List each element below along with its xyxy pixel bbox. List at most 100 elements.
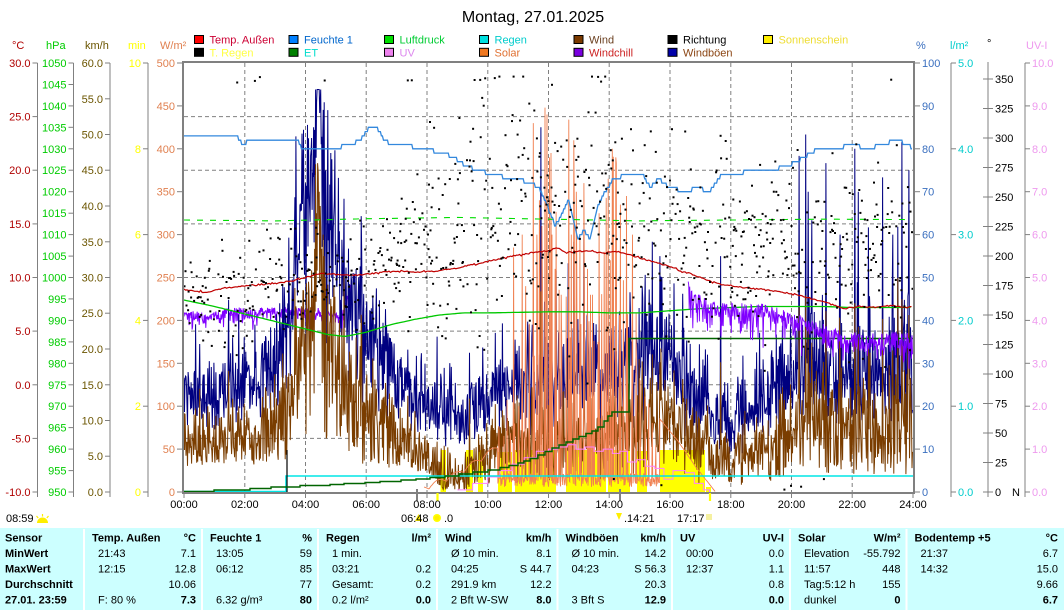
svg-text:85: 85 — [300, 564, 312, 576]
svg-text:100: 100 — [922, 58, 940, 70]
svg-text:14:00: 14:00 — [595, 499, 623, 511]
svg-text:0.2 l/m²: 0.2 l/m² — [332, 595, 369, 607]
svg-text:°: ° — [987, 38, 991, 50]
svg-text:10.0: 10.0 — [82, 416, 103, 428]
svg-text:955: 955 — [48, 466, 66, 478]
svg-text:Wind: Wind — [589, 35, 614, 47]
svg-text:50: 50 — [163, 444, 175, 456]
svg-text:250: 250 — [157, 273, 175, 285]
svg-text:200: 200 — [995, 251, 1013, 263]
svg-text:80: 80 — [922, 144, 934, 156]
svg-text:1000: 1000 — [42, 273, 66, 285]
svg-text:1010: 1010 — [42, 230, 66, 242]
svg-text:-5.0: -5.0 — [12, 433, 31, 445]
svg-text:55.0: 55.0 — [82, 94, 103, 106]
svg-text:Windböen: Windböen — [566, 533, 619, 545]
svg-text:3 Bft S: 3 Bft S — [572, 595, 605, 607]
svg-text:275: 275 — [995, 163, 1013, 175]
svg-text:13:05: 13:05 — [216, 548, 244, 560]
svg-text:1.0: 1.0 — [1032, 444, 1047, 456]
svg-text:S 44.7: S 44.7 — [520, 564, 552, 576]
svg-text:77: 77 — [300, 579, 312, 591]
svg-text:17:17: 17:17 — [677, 513, 705, 525]
svg-text:km/h: km/h — [85, 40, 109, 52]
svg-text:-10.0: -10.0 — [5, 487, 30, 499]
svg-text:2 Bft W-SW: 2 Bft W-SW — [451, 595, 509, 607]
svg-text:250: 250 — [995, 192, 1013, 204]
svg-text:°C: °C — [184, 533, 196, 545]
svg-text:Windböen: Windböen — [683, 47, 733, 59]
svg-text:0.0: 0.0 — [1032, 487, 1047, 499]
svg-text:9.0: 9.0 — [1032, 101, 1047, 113]
svg-text:965: 965 — [48, 423, 66, 435]
svg-text:0.0: 0.0 — [769, 548, 784, 560]
svg-text:0.0: 0.0 — [769, 595, 784, 607]
svg-text:14:32: 14:32 — [921, 564, 949, 576]
svg-text:T. Regen: T. Regen — [210, 47, 254, 59]
svg-text:°C: °C — [1046, 533, 1058, 545]
svg-text:30.0: 30.0 — [82, 273, 103, 285]
svg-text:0.2: 0.2 — [416, 564, 431, 576]
svg-text:5.0: 5.0 — [1032, 273, 1047, 285]
svg-text:50: 50 — [995, 428, 1007, 440]
svg-text:Temp. Außen: Temp. Außen — [210, 35, 275, 47]
svg-text:1040: 1040 — [42, 101, 66, 113]
svg-text:S 56.3: S 56.3 — [634, 564, 666, 576]
svg-text:%: % — [302, 533, 312, 545]
svg-text:Solar: Solar — [798, 533, 826, 545]
svg-text:0.0: 0.0 — [958, 487, 973, 499]
svg-text:350: 350 — [995, 74, 1013, 86]
svg-text:6.32 g/m³: 6.32 g/m³ — [216, 595, 263, 607]
svg-text:Durchschnitt: Durchschnitt — [5, 579, 73, 591]
svg-text:.0: .0 — [444, 513, 453, 525]
svg-text:60: 60 — [922, 230, 934, 242]
svg-text:0.2: 0.2 — [416, 579, 431, 591]
svg-text:03:21: 03:21 — [332, 564, 360, 576]
svg-text:0.0: 0.0 — [15, 380, 30, 392]
svg-text:150: 150 — [157, 358, 175, 370]
svg-text:Sensor: Sensor — [5, 533, 43, 545]
svg-text:970: 970 — [48, 401, 66, 413]
svg-text:980: 980 — [48, 358, 66, 370]
svg-text:10.0: 10.0 — [9, 273, 30, 285]
svg-text:F: 80 %: F: 80 % — [98, 595, 136, 607]
svg-text:Regen: Regen — [326, 533, 360, 545]
svg-text:08:00: 08:00 — [413, 499, 441, 511]
svg-text:-55.792: -55.792 — [863, 548, 900, 560]
svg-text:448: 448 — [882, 564, 900, 576]
svg-text:27.01. 23:59: 27.01. 23:59 — [5, 595, 67, 607]
svg-text:04:23: 04:23 — [572, 564, 600, 576]
svg-text:100: 100 — [995, 369, 1013, 381]
svg-text:12.8: 12.8 — [175, 564, 196, 576]
svg-text:80: 80 — [300, 595, 312, 607]
svg-text:Elevation: Elevation — [804, 548, 849, 560]
svg-text:24:00: 24:00 — [899, 499, 927, 511]
svg-text:20.0: 20.0 — [82, 344, 103, 356]
svg-text:22:00: 22:00 — [838, 499, 866, 511]
svg-text:125: 125 — [995, 340, 1013, 352]
svg-text:dunkel: dunkel — [804, 595, 836, 607]
svg-text:04:00: 04:00 — [292, 499, 320, 511]
svg-text:l/m²: l/m² — [411, 533, 431, 545]
svg-text:km/h: km/h — [640, 533, 666, 545]
svg-text:0: 0 — [894, 595, 900, 607]
svg-text:20:00: 20:00 — [778, 499, 806, 511]
svg-text:Tag:5:12 h: Tag:5:12 h — [804, 579, 855, 591]
svg-text:15.0: 15.0 — [9, 219, 30, 231]
svg-text:500: 500 — [157, 58, 175, 70]
svg-text:hPa: hPa — [46, 40, 66, 52]
svg-text:Gesamt:: Gesamt: — [332, 579, 374, 591]
svg-text:12:00: 12:00 — [535, 499, 563, 511]
svg-text:60.0: 60.0 — [82, 58, 103, 70]
svg-text:UV: UV — [400, 47, 416, 59]
svg-text:7.0: 7.0 — [1032, 187, 1047, 199]
svg-text:350: 350 — [157, 187, 175, 199]
svg-text:975: 975 — [48, 380, 66, 392]
svg-text:0.0: 0.0 — [416, 595, 431, 607]
svg-text:8.1: 8.1 — [536, 548, 551, 560]
svg-text:8.0: 8.0 — [536, 595, 551, 607]
svg-text:W/m²: W/m² — [160, 40, 187, 52]
svg-text:02:00: 02:00 — [231, 499, 259, 511]
svg-text:%: % — [916, 40, 926, 52]
svg-text:100: 100 — [157, 401, 175, 413]
